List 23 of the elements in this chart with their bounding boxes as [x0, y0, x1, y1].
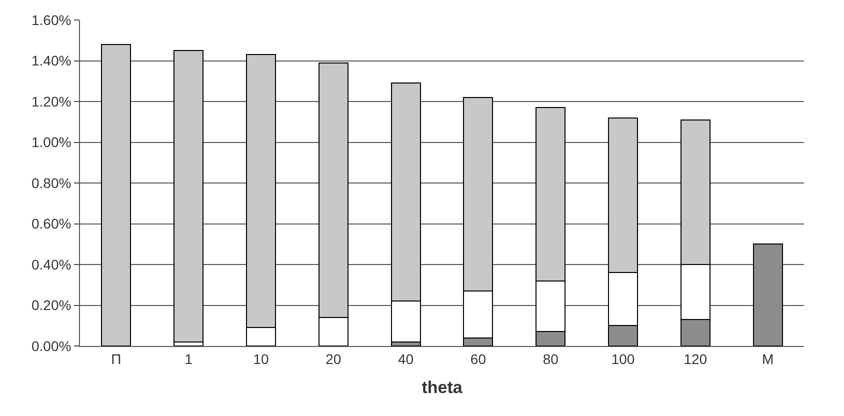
y-tick-label: 1.40%	[31, 52, 72, 69]
y-tick-label: 1.60%	[31, 12, 72, 28]
x-tick-label: 10	[253, 350, 269, 367]
x-tick-label: 100	[611, 350, 635, 367]
x-tick-label: 120	[684, 350, 708, 367]
y-tick-label: 0.40%	[31, 256, 72, 272]
x-tick-label: M	[762, 350, 774, 367]
y-tick-label: 0.60%	[31, 216, 72, 232]
x-tick-label: 80	[542, 350, 559, 367]
y-tick-label: 0.20%	[31, 297, 72, 314]
x-axis-title: theta	[422, 378, 463, 398]
x-tick-label: П	[111, 350, 122, 367]
bar	[752, 244, 783, 346]
x-tick-label: 60	[470, 350, 486, 367]
x-tick-label: 1	[184, 350, 193, 367]
y-tick-label: 1.20%	[31, 93, 72, 110]
y-tick-label: 1.00%	[31, 134, 72, 150]
bar	[174, 50, 204, 342]
x-tick-label: 40	[398, 350, 414, 367]
y-tick-label: 0.00%	[31, 338, 72, 354]
bar	[101, 44, 132, 346]
x-tick-label: 20	[326, 350, 342, 367]
y-tick-label: 0.80%	[31, 174, 72, 191]
